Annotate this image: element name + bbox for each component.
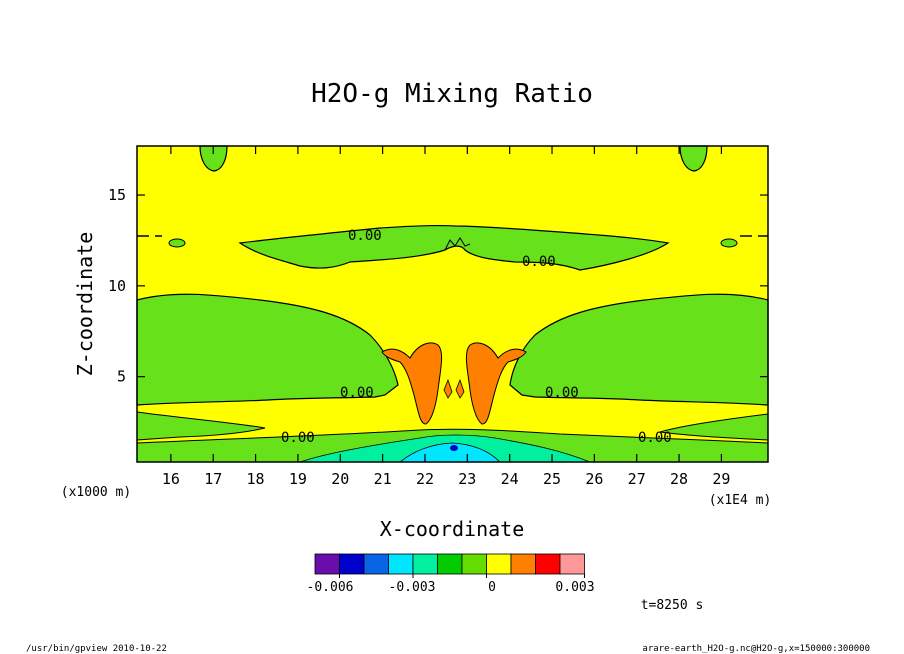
colorbar-swatch [412, 553, 438, 575]
contour-label: 0.00 [545, 385, 579, 401]
x-tick-label: 19 [289, 470, 307, 488]
x-tick-label: 22 [416, 470, 434, 488]
contour-fill-right-green [509, 293, 769, 406]
contour-fill-blue-spot [450, 445, 458, 451]
colorbar-swatch [486, 553, 512, 575]
y-axis-label: Z-coordinate [73, 232, 97, 377]
x-tick-label: 23 [458, 470, 476, 488]
footer-left: /usr/bin/gpview 2010-10-22 [26, 644, 167, 654]
x-tick-label: 18 [247, 470, 265, 488]
colorbar-swatch [363, 553, 389, 575]
contour-fill-top-right-blob [679, 145, 708, 172]
x-tick-label: 17 [204, 470, 222, 488]
colorbar-swatch [559, 553, 585, 575]
x-axis-ticks: 16 17 18 19 20 21 22 23 24 25 26 27 28 29 [162, 146, 730, 488]
colorbar [314, 553, 585, 578]
colorbar-swatch [461, 553, 487, 575]
contour-fill-left-green [136, 293, 399, 406]
colorbar-swatch [535, 553, 561, 575]
contour-label: 0.00 [348, 228, 382, 244]
x-unit-label: (x1E4 m) [709, 493, 772, 508]
contour-fill-top-left-blob [199, 145, 228, 172]
contour-fill-orange-diamond-right [455, 378, 465, 399]
footer-right: arare-earth_H2O-g.nc@H2O-g,x=150000:3000… [642, 644, 870, 654]
colorbar-label: 0.003 [555, 580, 594, 595]
y-tick-label: 5 [117, 368, 126, 386]
x-axis-label: X-coordinate [380, 517, 525, 541]
x-tick-label: 25 [543, 470, 561, 488]
plot-area: 0.00 0.00 0.00 0.00 0.00 0.00 [136, 145, 769, 463]
colorbar-label: 0 [488, 580, 496, 595]
y-unit-label: (x1000 m) [61, 485, 131, 500]
contour-line-bump [444, 237, 471, 251]
contour-label: 0.00 [522, 254, 556, 270]
contour-fill-orange-diamond-left [443, 378, 453, 399]
contour-fill-orange-plume-left [381, 342, 443, 425]
contour-label: 0.00 [340, 385, 374, 401]
y-axis-ticks: 5 10 15 [108, 186, 768, 386]
contour-fill-orange-plume-right [465, 342, 527, 425]
x-tick-label: 16 [162, 470, 180, 488]
contour-fill-side-blob-right [720, 238, 738, 248]
y-tick-label: 10 [108, 277, 126, 295]
x-tick-label: 21 [374, 470, 392, 488]
contour-fill-side-blob-left [168, 238, 186, 248]
x-tick-label: 27 [628, 470, 646, 488]
y-tick-label: 15 [108, 186, 126, 204]
plot-frame [136, 145, 769, 463]
colorbar-swatch [510, 553, 536, 575]
colorbar-swatch [437, 553, 463, 575]
colorbar-swatch [388, 553, 414, 575]
x-tick-label: 24 [501, 470, 519, 488]
colorbar-labels: -0.006 -0.003 0 0.003 [307, 580, 595, 595]
colorbar-swatch [339, 553, 365, 575]
x-tick-label: 20 [331, 470, 349, 488]
x-tick-label: 28 [670, 470, 688, 488]
chart-title: H2O-g Mixing Ratio [311, 79, 593, 109]
colorbar-swatch [314, 553, 340, 575]
x-tick-label: 29 [712, 470, 730, 488]
colorbar-label: -0.006 [307, 580, 354, 595]
colorbar-label: -0.003 [389, 580, 436, 595]
contour-labels: 0.00 0.00 0.00 0.00 0.00 0.00 [281, 228, 672, 446]
contour-fill-upper-green [238, 225, 670, 271]
time-label: t=8250 s [641, 598, 704, 613]
x-tick-label: 26 [585, 470, 603, 488]
contour-label: 0.00 [281, 430, 315, 446]
contour-label: 0.00 [638, 430, 672, 446]
